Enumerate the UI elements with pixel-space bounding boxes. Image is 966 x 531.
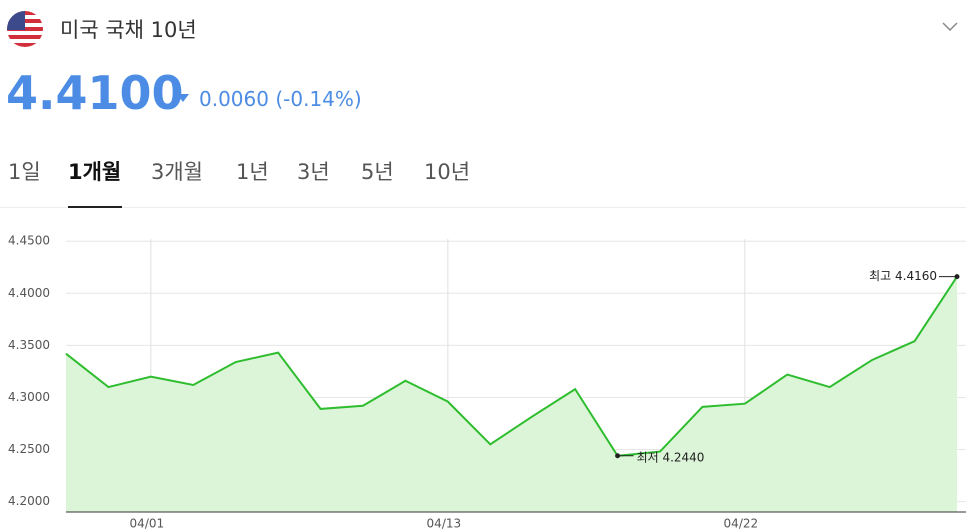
- annotation-low: 최저 4.2440: [637, 450, 705, 464]
- y-tick-label: 4.2000: [8, 494, 50, 508]
- tab[interactable]: 1일: [8, 160, 41, 184]
- active-tab-underline: [68, 206, 122, 208]
- tab[interactable]: 1개월: [68, 160, 122, 184]
- annotation-dot: [615, 453, 621, 459]
- x-tick-label: 04/22: [724, 517, 759, 531]
- us-flag: [7, 11, 43, 47]
- x-tick-label: 04/01: [130, 517, 165, 531]
- area: [66, 276, 957, 512]
- annotation-high: 최고 4.4160: [869, 269, 937, 283]
- tab[interactable]: 1년: [236, 160, 269, 184]
- tab[interactable]: 5년: [361, 160, 394, 184]
- annotation-dot: [954, 274, 960, 280]
- down-arrow: [177, 94, 189, 102]
- line: [65, 276, 958, 457]
- price-change: 0.0060 (-0.14%): [199, 87, 362, 111]
- y-tick-label: 4.2500: [8, 442, 50, 456]
- y-tick-label: 4.4500: [8, 234, 50, 248]
- price: 4.4100: [6, 66, 184, 120]
- tab[interactable]: 3개월: [151, 160, 204, 184]
- y-tick-label: 4.3000: [8, 390, 50, 404]
- tab[interactable]: 3년: [297, 160, 330, 184]
- y-tick-label: 4.3500: [8, 338, 50, 352]
- tab[interactable]: 10년: [424, 160, 471, 184]
- title: 미국 국채 10년: [60, 18, 197, 42]
- tab-divider: [0, 207, 966, 208]
- expand-chevron[interactable]: [942, 22, 958, 32]
- x-tick-label: 04/13: [427, 517, 462, 531]
- y-tick-label: 4.4000: [8, 286, 50, 300]
